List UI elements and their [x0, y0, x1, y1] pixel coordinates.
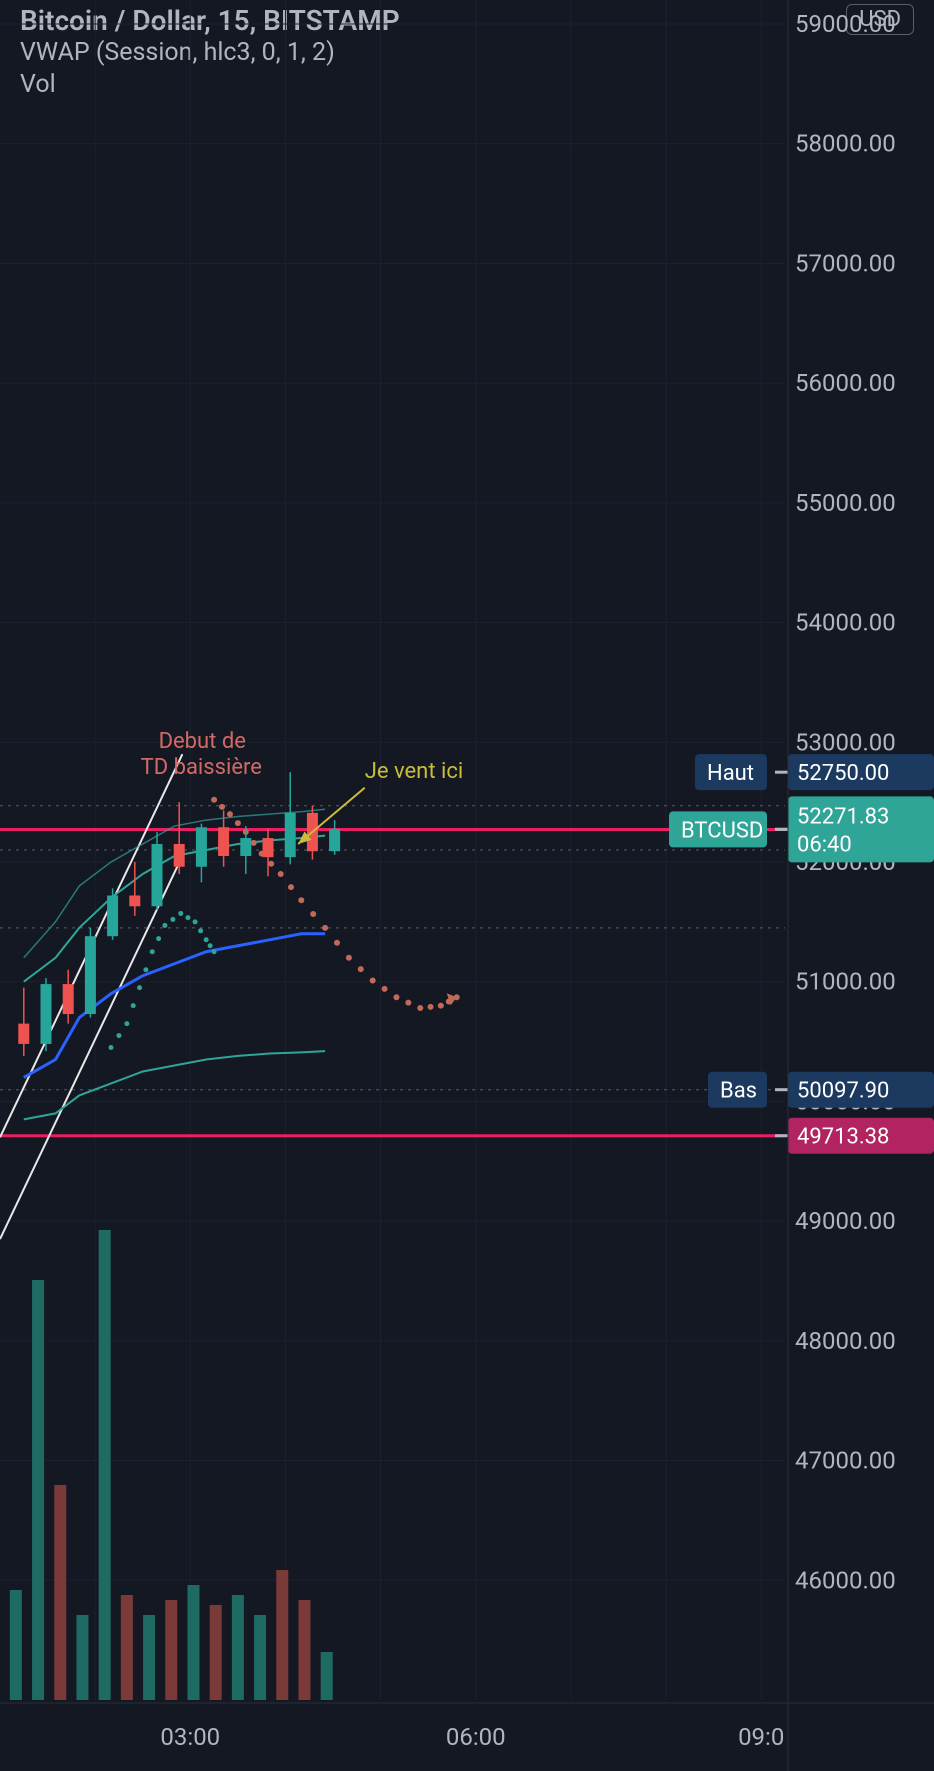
price-marker-label: BTCUSD: [681, 818, 763, 843]
volume-bar: [121, 1595, 133, 1700]
forecast-dot: [428, 1004, 434, 1010]
forecast-dot: [212, 949, 217, 954]
forecast-dot: [208, 943, 213, 948]
y-axis-label: 51000.00: [795, 968, 896, 996]
forecast-dot: [346, 955, 352, 961]
annotation-red-1: Debut de: [159, 729, 246, 754]
y-axis-label: 59000.00: [795, 10, 896, 38]
forecast-dot: [322, 925, 328, 931]
annotation-yellow: Je vent ici: [365, 759, 463, 784]
volume-bar: [187, 1585, 199, 1700]
forecast-dot: [124, 1021, 129, 1026]
volume-bar: [321, 1652, 333, 1700]
volume-bar: [99, 1230, 111, 1700]
vwap-lower-band: [24, 1051, 325, 1119]
candle-body: [263, 838, 274, 857]
candle-body: [329, 829, 340, 851]
forecast-dot: [204, 937, 209, 942]
y-axis-label: 53000.00: [795, 728, 896, 756]
volume-bar: [254, 1615, 266, 1700]
forecast-dot: [193, 919, 198, 924]
forecast-dot: [417, 1005, 423, 1011]
forecast-dot: [131, 1003, 136, 1008]
candle-body: [152, 844, 163, 906]
y-axis-label: 48000.00: [795, 1327, 896, 1355]
candle-body: [174, 844, 185, 867]
volume-bar: [76, 1615, 88, 1700]
y-axis-label: 56000.00: [795, 369, 896, 397]
price-chart[interactable]: 59000.00 58000.00 57000.00 56000.00 55000.00…: [0, 0, 934, 1771]
forecast-dot: [109, 1045, 114, 1050]
forecast-dot: [393, 994, 399, 1000]
candle-body: [240, 838, 251, 856]
candle-body: [107, 895, 118, 936]
x-axis-label: 09:0: [738, 1723, 784, 1751]
vwap-upper2-band: [24, 809, 325, 957]
x-axis-label: 06:00: [446, 1723, 506, 1751]
forecast-dot: [370, 977, 376, 983]
annotation-red-2: TD baissière: [141, 755, 262, 780]
y-axis-label: 58000.00: [795, 130, 896, 158]
price-marker-value: 52750.00: [797, 761, 889, 786]
price-marker-value: 52271.83: [797, 804, 889, 829]
forecast-dot: [150, 949, 155, 954]
volume-bar: [276, 1570, 288, 1700]
volume-bar: [54, 1485, 66, 1700]
forecast-dot: [143, 967, 148, 972]
price-marker-sub: 06:40: [797, 832, 852, 857]
y-axis-label: 49000.00: [795, 1207, 896, 1235]
forecast-dot: [382, 986, 388, 992]
forecast-dot: [405, 1000, 411, 1006]
price-marker-label: Bas: [720, 1079, 757, 1104]
forecast-dot: [251, 840, 257, 846]
candle-body: [18, 1024, 29, 1044]
forecast-dot: [310, 911, 316, 917]
forecast-dot: [298, 897, 304, 903]
forecast-dot: [334, 940, 340, 946]
forecast-dot: [162, 923, 167, 928]
candle-body: [196, 827, 207, 867]
forecast-dot: [156, 936, 161, 941]
y-axis-label: 46000.00: [795, 1566, 896, 1594]
forecast-dot: [137, 985, 142, 990]
volume-bar: [10, 1590, 22, 1700]
forecast-dot: [227, 811, 233, 817]
forecast-dot: [170, 917, 175, 922]
candle-body: [63, 984, 74, 1014]
forecast-dot: [235, 820, 241, 826]
forecast-dot: [185, 915, 190, 920]
x-axis-label: 03:00: [160, 1723, 220, 1751]
volume-bar: [165, 1600, 177, 1700]
candle-body: [40, 984, 51, 1044]
price-marker-label: Haut: [707, 761, 754, 786]
price-marker-value: 49713.38: [797, 1125, 889, 1150]
forecast-dot: [358, 966, 364, 972]
forecast-dot: [438, 1003, 444, 1009]
channel-line-lower: [0, 856, 182, 1239]
y-axis-label: 47000.00: [795, 1447, 896, 1475]
forecast-dot: [198, 928, 203, 933]
forecast-dot: [268, 861, 274, 867]
volume-bar: [32, 1280, 44, 1700]
volume-bar: [298, 1600, 310, 1700]
volume-bar: [210, 1605, 222, 1700]
forecast-dot: [211, 797, 217, 803]
y-axis-label: 57000.00: [795, 249, 896, 277]
candle-body: [218, 827, 229, 856]
price-marker-value: 50097.90: [797, 1079, 889, 1104]
volume-bar: [232, 1595, 244, 1700]
forecast-dot: [288, 884, 294, 890]
forecast-dot: [116, 1033, 121, 1038]
candle-body: [129, 895, 140, 906]
y-axis-label: 55000.00: [795, 489, 896, 517]
forecast-dot: [219, 804, 225, 810]
forecast-dot: [178, 911, 183, 916]
candle-body: [285, 813, 296, 857]
y-axis-label: 54000.00: [795, 609, 896, 637]
candle-body: [85, 936, 96, 1014]
volume-bar: [143, 1615, 155, 1700]
forecast-dot: [278, 871, 284, 877]
